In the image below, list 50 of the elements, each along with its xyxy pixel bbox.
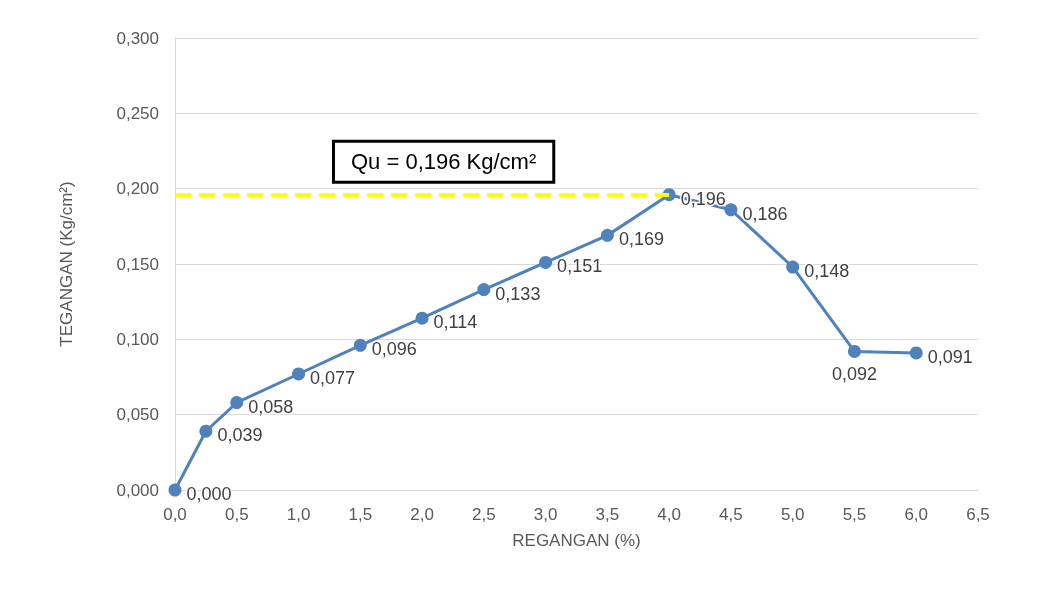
point [353, 338, 367, 352]
ref-line-label: Qu = 0,196 Kg/cm² [351, 149, 537, 175]
data-label: 0,151 [557, 256, 603, 277]
data-label: 0,058 [248, 396, 294, 417]
point [477, 283, 491, 297]
data-label: 0,000 [186, 484, 232, 504]
y-tick-label: 0,000 [116, 480, 159, 500]
point [539, 256, 553, 269]
x-tick-label: 0,0 [163, 505, 187, 524]
point [199, 424, 213, 438]
y-tick-label: 0,150 [116, 254, 159, 274]
x-tick-label: 6,0 [904, 505, 929, 524]
data-label: 0,096 [371, 339, 417, 360]
y-axis-title: TEGANGAN (Kg/cm²) [57, 181, 76, 347]
y-tick-label: 0,100 [116, 329, 159, 349]
x-tick-label: 4,0 [657, 505, 681, 524]
data-label: 0,133 [495, 283, 541, 304]
point [909, 346, 923, 360]
data-label: 0,077 [310, 367, 356, 388]
data-label: 0,186 [742, 203, 788, 224]
data-label: 0,148 [804, 261, 850, 282]
point [786, 260, 800, 274]
y-tick-label: 0,300 [116, 28, 159, 48]
data-label: 0,092 [831, 363, 877, 384]
point [292, 367, 306, 381]
x-tick-label: 5,0 [780, 505, 805, 524]
x-axis-title: REGANGAN (%) [512, 531, 641, 550]
x-tick-label: 3,0 [533, 505, 558, 524]
point [168, 483, 182, 497]
x-tick-label: 4,5 [719, 505, 743, 524]
y-tick-label: 0,250 [116, 103, 159, 123]
x-tick-label: 1,5 [348, 505, 373, 524]
y-tick-label: 0,050 [116, 405, 159, 425]
data-label: 0,091 [927, 346, 973, 367]
point [724, 203, 738, 217]
point [415, 311, 429, 325]
x-tick-label: 2,5 [472, 505, 496, 524]
x-tick-label: 1,0 [286, 505, 311, 524]
data-label: 0,114 [433, 312, 478, 333]
data-label: 0,169 [618, 229, 664, 250]
point [230, 396, 244, 410]
y-tick-label: 0,200 [116, 179, 159, 199]
x-tick-label: 6,5 [966, 505, 990, 524]
point [600, 228, 614, 242]
x-tick-label: 5,5 [842, 505, 867, 524]
x-tick-label: 2,0 [410, 505, 434, 524]
data-label: 0,039 [217, 425, 263, 446]
x-tick-label: 0,5 [224, 505, 249, 524]
x-tick-label: 3,5 [595, 505, 620, 524]
point [847, 344, 861, 358]
